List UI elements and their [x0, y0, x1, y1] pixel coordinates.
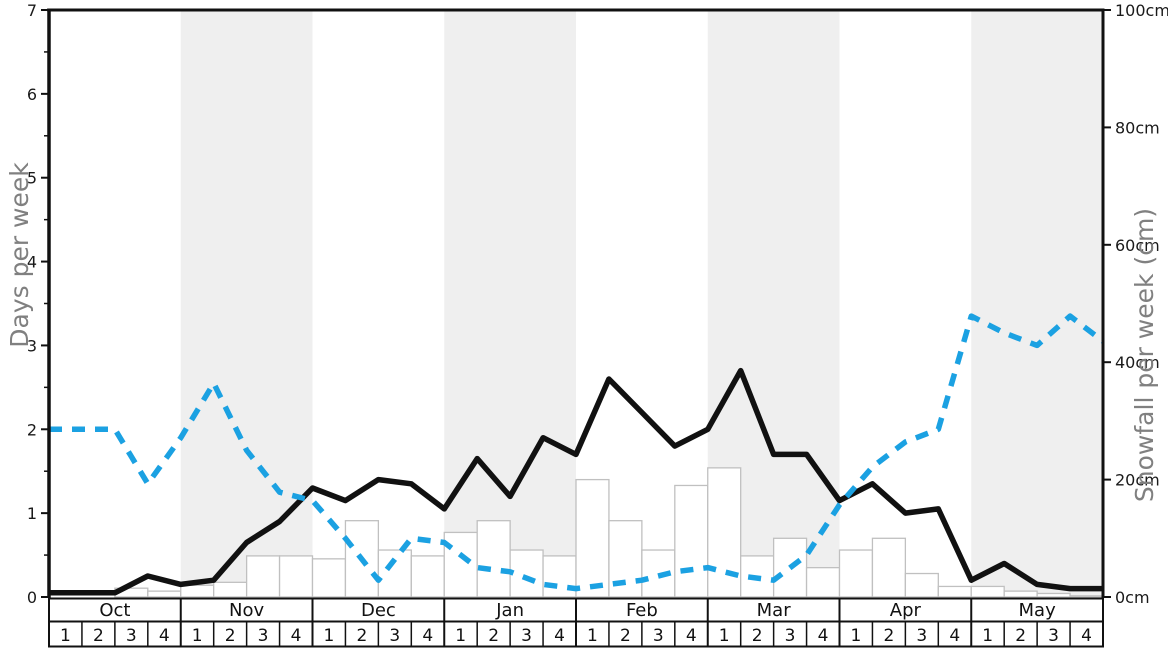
snowfall-bar [509, 549, 544, 598]
snowfall-bar [707, 467, 742, 598]
week-label: 2 [356, 626, 367, 646]
right-tick-label: 0cm [1115, 588, 1150, 607]
right-axis-title: Snowfall per week (cm) [1130, 208, 1159, 502]
snowfall-bar [871, 537, 907, 598]
week-label: 1 [719, 626, 730, 646]
right-tick-label: 20cm [1115, 471, 1160, 490]
month-label-may: May [1019, 600, 1057, 621]
snowfall-bar [278, 555, 314, 598]
week-label: 2 [620, 626, 631, 646]
snowfall-bar [542, 555, 577, 598]
left-tick-label: 6 [27, 85, 37, 104]
tick-label-group: 0 1 2 3 4 5 6 7 0cm 20cm 40cm 60cm 80cm 100cm [27, 1, 1168, 607]
snowfall-bar [245, 555, 281, 598]
month-label-jan: Jan [495, 600, 524, 621]
snowfall-bar [147, 590, 182, 598]
snowfall-bar [1003, 590, 1038, 598]
week-label: 1 [60, 626, 71, 646]
week-label: 1 [455, 626, 466, 646]
month-label-dec: Dec [361, 600, 396, 621]
week-label: 4 [1081, 626, 1092, 646]
snowfall-bar [970, 585, 1005, 598]
week-label: 2 [93, 626, 104, 646]
week-label: 3 [521, 626, 532, 646]
left-tick-label: 4 [27, 253, 37, 272]
week-label: 2 [883, 626, 894, 646]
week-label: 3 [785, 626, 796, 646]
left-tick-label: 7 [27, 1, 37, 20]
snowfall-bar [311, 558, 347, 598]
snowfall-bar [1036, 592, 1071, 598]
snowfall-bar [937, 585, 972, 598]
week-label: 3 [1048, 626, 1059, 646]
left-tick-label: 1 [27, 504, 37, 523]
week-label: 1 [324, 626, 335, 646]
month-label-nov: Nov [229, 600, 264, 621]
left-tick-label: 2 [27, 420, 37, 439]
left-tick-label: 5 [27, 169, 37, 188]
line-series-group [49, 313, 1105, 596]
right-tick-label: 100cm [1115, 1, 1168, 20]
week-label: 4 [818, 626, 829, 646]
snowfall-bar [1069, 595, 1104, 598]
week-label: 3 [258, 626, 269, 646]
week-label: 3 [389, 626, 400, 646]
week-label: 4 [159, 626, 170, 646]
shaded-band-nov [180, 10, 313, 597]
black-solid-line [49, 367, 1103, 596]
week-label: 4 [949, 626, 960, 646]
tick-group [41, 9, 1111, 598]
week-label: 3 [126, 626, 137, 646]
week-label: 3 [653, 626, 664, 646]
left-tick-label: 0 [27, 588, 37, 607]
month-shading-bands [180, 10, 1103, 597]
week-label: 1 [982, 626, 993, 646]
snowfall-bar [410, 555, 445, 598]
snowfall-bar [377, 549, 412, 598]
left-axis-title: Days per week [5, 162, 34, 348]
left-tick-label: 3 [27, 336, 37, 355]
snowfall-bar [838, 549, 874, 598]
week-label: 4 [554, 626, 565, 646]
week-label: 1 [192, 626, 203, 646]
week-label: 3 [916, 626, 927, 646]
month-week-table: Oct 1 2 3 4 Nov 1 2 3 4 Dec 1 2 3 4 Jan 1 2 3 4 Feb 1 2 3 4 Mar 1 2… [48, 597, 1104, 648]
week-label: 2 [225, 626, 236, 646]
snowfall-bar [575, 478, 610, 598]
week-label: 2 [752, 626, 763, 646]
shaded-band-jan [444, 10, 576, 597]
week-label: 2 [1015, 626, 1026, 646]
week-label: 2 [488, 626, 499, 646]
right-tick-label: 80cm [1115, 118, 1160, 137]
week-label: 4 [291, 626, 302, 646]
week-label: 1 [851, 626, 862, 646]
snowfall-bar [674, 484, 709, 598]
shaded-band-may [971, 10, 1103, 597]
month-label-oct: Oct [99, 600, 130, 621]
month-label-feb: Feb [626, 600, 658, 621]
snowfall-bar [904, 572, 939, 598]
right-tick-label: 60cm [1115, 236, 1160, 255]
month-label-apr: Apr [890, 600, 922, 621]
month-label-mar: Mar [757, 600, 792, 621]
week-label: 4 [422, 626, 433, 646]
blue-dashed-line [49, 313, 1105, 592]
week-label: 4 [686, 626, 697, 646]
week-label: 1 [587, 626, 598, 646]
snowfall-bar [805, 567, 841, 598]
snowfall-bar [476, 520, 511, 598]
snowfall-bar [213, 581, 248, 598]
right-tick-label: 40cm [1115, 353, 1160, 372]
snowfall-bar [180, 584, 215, 598]
snowfall-bar [443, 531, 478, 598]
